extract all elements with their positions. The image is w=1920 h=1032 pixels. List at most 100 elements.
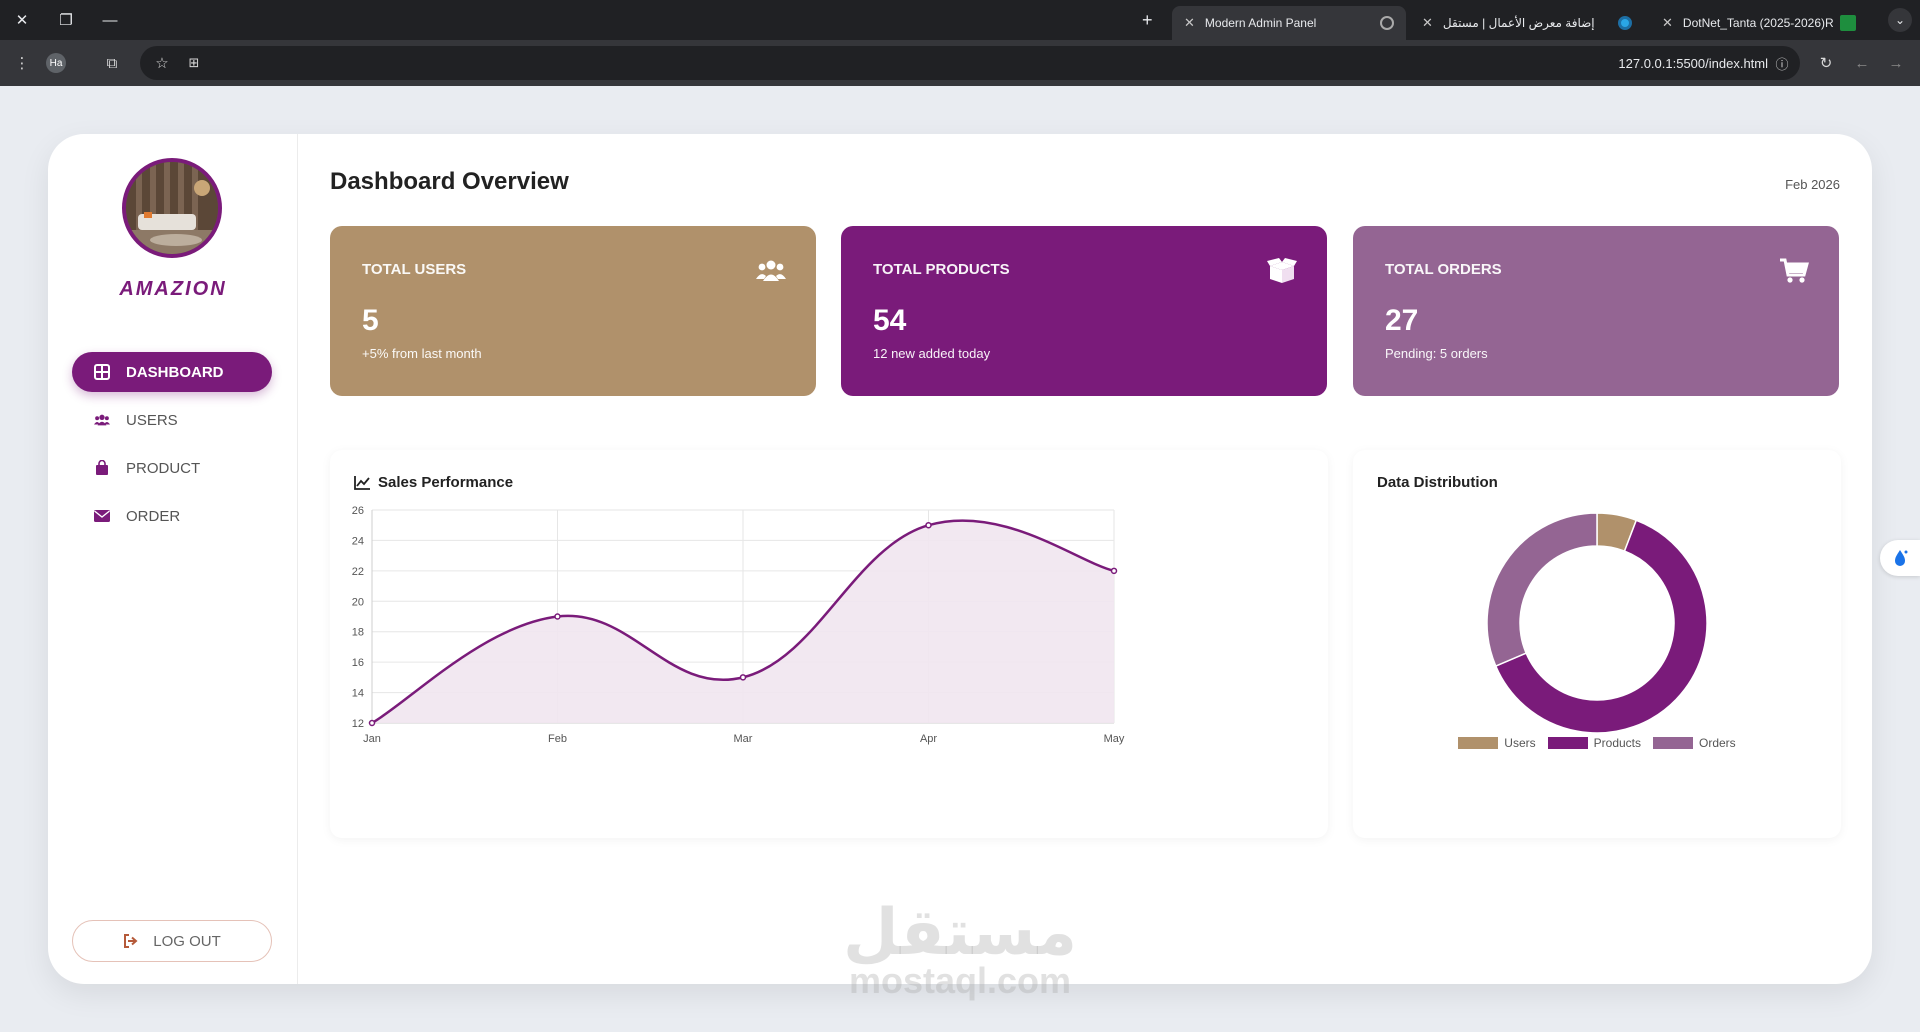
legend-swatch	[1547, 737, 1588, 749]
current-date: Feb 2026	[1785, 177, 1840, 192]
sidebar-item-order[interactable]: ORDER	[72, 496, 272, 536]
bookmark-star-icon[interactable]: ☆	[155, 55, 169, 72]
sidebar-item-users[interactable]: USERS	[72, 400, 272, 440]
legend-item-orders[interactable]: Orders	[1653, 736, 1736, 750]
globe-icon	[1380, 16, 1394, 30]
page-title: Dashboard Overview	[330, 168, 569, 195]
mostaql-watermark: مستقل mostaql.com	[840, 900, 1080, 1002]
cart-icon	[1780, 258, 1809, 283]
extensions-icon[interactable]: ⧉	[106, 54, 118, 72]
bag-icon	[94, 460, 110, 476]
y-tick-label: 22	[352, 566, 364, 578]
stat-value: 54	[873, 304, 907, 337]
tab-search-icon[interactable]: ⌄	[1888, 8, 1912, 32]
x-tick-label: Feb	[548, 733, 567, 745]
window-close-icon[interactable]: ✕	[15, 12, 29, 29]
forward-arrow-icon[interactable]: →	[1888, 54, 1904, 72]
donut-slice-products[interactable]	[1494, 519, 1708, 734]
stat-card-users: TOTAL USERS 5 +5% from last month	[330, 226, 816, 396]
sales-performance-panel: Sales Performance 12 14 16 18 20 22 24 26 Jan Feb…	[330, 450, 1328, 838]
sales-panel-title: Sales Performance	[354, 474, 513, 491]
watermark-arabic: مستقل	[842, 896, 1078, 968]
tab-title: DotNet_Tanta (2025-2026)R2 (	[1682, 16, 1833, 30]
legend-label: Products	[1593, 736, 1641, 750]
x-tick-label: Jan	[363, 733, 381, 745]
sidebar-item-dashboard[interactable]: DASHBOARD	[72, 352, 272, 392]
sales-data-point[interactable]	[1110, 567, 1118, 575]
y-tick-label: 12	[352, 718, 364, 730]
browser-tab-bar: ✕ ❐ — + ✕ Modern Admin Panel ✕ إضافة معر…	[0, 0, 1920, 40]
y-tick-label: 14	[352, 688, 364, 700]
users-icon	[94, 412, 110, 428]
envelope-icon	[94, 508, 110, 524]
y-tick-label: 26	[352, 505, 364, 517]
menu-dots-icon[interactable]: ⋮	[14, 55, 30, 72]
legend-item-products[interactable]: Products	[1547, 736, 1641, 750]
sales-area-fill	[372, 520, 1114, 723]
new-tab-icon[interactable]: +	[1142, 10, 1153, 30]
tab-close-icon[interactable]: ✕	[1422, 15, 1433, 30]
sales-data-point[interactable]	[925, 521, 932, 529]
y-tick-label: 18	[352, 627, 364, 639]
y-tick-label: 24	[352, 535, 364, 547]
profile-avatar[interactable]: Ha	[46, 53, 66, 73]
sidebar-item-label: DASHBOARD	[126, 363, 224, 381]
brand-avatar	[122, 158, 222, 258]
sidebar-item-label: PRODUCT	[126, 459, 201, 477]
translate-icon[interactable]: ⊞	[188, 55, 200, 70]
x-tick-label: May	[1104, 733, 1125, 745]
reload-icon[interactable]: ↻	[1819, 55, 1833, 72]
window-minimize-icon[interactable]: —	[102, 11, 118, 29]
back-arrow-icon[interactable]: ←	[1854, 54, 1870, 72]
legend-swatch	[1653, 737, 1693, 749]
floating-assistant-button[interactable]	[1880, 540, 1920, 576]
tab-title: Modern Admin Panel	[1204, 16, 1317, 30]
tab-modern-admin-panel[interactable]: ✕ Modern Admin Panel	[1172, 6, 1406, 40]
legend-swatch	[1458, 737, 1499, 749]
url-text[interactable]: 127.0.0.1:5500/index.html	[1618, 56, 1768, 71]
box-icon	[1267, 258, 1297, 283]
stat-card-products: TOTAL PRODUCTS 54 12 new added today	[841, 226, 1327, 396]
tab-close-icon[interactable]: ✕	[1184, 15, 1195, 30]
y-tick-label: 16	[352, 657, 364, 669]
sales-line-chart: 12 14 16 18 20 22 24 26 Jan Feb Mar Apr May	[352, 505, 1125, 745]
distribution-donut-chart	[1486, 512, 1708, 734]
tab-dotnet-tanta[interactable]: ✕ DotNet_Tanta (2025-2026)R2 (	[1650, 6, 1870, 40]
site-info-icon[interactable]: ⓘ	[1775, 56, 1789, 72]
window-restore-icon[interactable]: ❐	[59, 12, 73, 29]
line-chart-icon	[354, 475, 370, 490]
donut-slice-orders[interactable]	[1486, 512, 1598, 668]
chart-legend: Users Products Orders	[1353, 736, 1841, 750]
watermark-latin: mostaql.com	[848, 960, 1072, 1001]
tab-mostaql[interactable]: ✕ إضافة معرض الأعمال | مستقل	[1410, 6, 1646, 40]
stat-note: Pending: 5 orders	[1385, 346, 1488, 361]
stat-value: 27	[1385, 304, 1419, 337]
legend-item-users[interactable]: Users	[1458, 736, 1536, 750]
data-distribution-panel: Data Distribution Users Products Orders	[1353, 450, 1841, 838]
sales-data-point[interactable]	[739, 674, 747, 681]
living-room-image	[126, 162, 218, 254]
sheets-favicon-icon	[1840, 15, 1856, 31]
stat-value: 5	[362, 304, 379, 337]
sales-data-point[interactable]	[554, 613, 561, 620]
sidebar-nav: DASHBOARD USERS PRODUCT ORDER	[72, 352, 272, 544]
stat-title: TOTAL ORDERS	[1385, 261, 1502, 278]
y-tick-label: 20	[352, 596, 364, 608]
sidebar-item-label: USERS	[126, 411, 178, 429]
admin-dashboard: AMAZION DASHBOARD USERS PRODUCT	[48, 134, 1872, 984]
sales-data-point[interactable]	[368, 719, 376, 727]
stat-title: TOTAL USERS	[362, 261, 467, 278]
browser-toolbar: ⋮ Ha ⧉ ☆ ⊞ 127.0.0.1:5500/index.html ⓘ ↻…	[0, 40, 1920, 86]
tab-close-icon[interactable]: ✕	[1662, 15, 1673, 30]
stat-card-orders: TOTAL ORDERS 27 Pending: 5 orders	[1353, 226, 1839, 396]
brand-name: AMAZION	[119, 278, 227, 300]
sales-panel-title-text: Sales Performance	[378, 474, 514, 491]
legend-label: Orders	[1699, 736, 1736, 750]
x-tick-label: Apr	[920, 733, 937, 745]
stat-title: TOTAL PRODUCTS	[873, 261, 1010, 278]
logout-button[interactable]: LOG OUT	[72, 920, 272, 962]
address-bar[interactable]	[140, 46, 1800, 80]
sidebar-item-product[interactable]: PRODUCT	[72, 448, 272, 488]
mostaql-favicon-icon	[1618, 16, 1632, 30]
grid-icon	[94, 364, 110, 380]
